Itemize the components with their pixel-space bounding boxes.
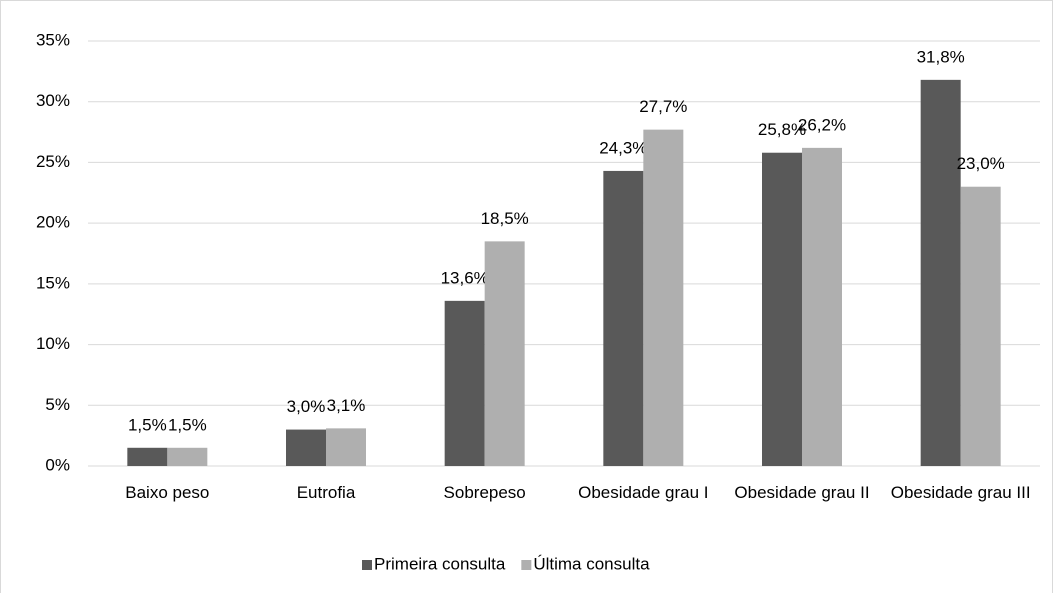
x-tick-label: Obesidade grau I [578, 483, 709, 502]
data-label: 3,1% [327, 396, 366, 415]
x-tick-label: Eutrofia [296, 483, 356, 502]
x-tick-label: Obesidade grau II [734, 483, 870, 502]
bar [802, 147, 842, 466]
data-label: 13,6% [441, 268, 489, 287]
y-tick-label: 5% [45, 395, 70, 414]
y-tick-label: 15% [36, 273, 70, 292]
data-label: 23,0% [957, 154, 1005, 173]
data-label: 27,7% [639, 97, 687, 116]
bar [167, 447, 208, 466]
y-tick-label: 30% [36, 91, 70, 110]
data-label: 18,5% [481, 209, 529, 228]
y-tick-label: 0% [45, 455, 70, 474]
legend-label: Primeira consulta [374, 554, 506, 573]
y-tick-label: 25% [36, 152, 70, 171]
bar [603, 170, 644, 466]
x-tick-label: Baixo peso [125, 483, 210, 502]
legend-swatch [521, 560, 532, 570]
data-label: 1,5% [168, 415, 207, 434]
data-label: 25,8% [758, 120, 806, 139]
bar [444, 300, 485, 466]
bar [762, 152, 802, 466]
bar [643, 129, 684, 466]
y-tick-label: 10% [36, 334, 70, 353]
bar [960, 186, 1001, 466]
bar [484, 241, 525, 466]
data-label: 1,5% [128, 415, 167, 434]
bar [127, 447, 168, 466]
x-tick-label: Sobrepeso [443, 483, 526, 502]
x-tick-label: Obesidade grau III [890, 483, 1031, 502]
data-label: 26,2% [798, 115, 846, 134]
y-tick-label: 35% [36, 30, 70, 49]
bar [286, 429, 326, 466]
data-label: 24,3% [599, 138, 647, 157]
data-label: 3,0% [287, 397, 326, 416]
data-label: 31,8% [917, 47, 965, 66]
legend-swatch [362, 560, 372, 570]
bar [920, 79, 961, 466]
y-tick-label: 20% [36, 213, 70, 232]
bar [326, 428, 366, 466]
legend-label: Última consulta [533, 554, 650, 573]
